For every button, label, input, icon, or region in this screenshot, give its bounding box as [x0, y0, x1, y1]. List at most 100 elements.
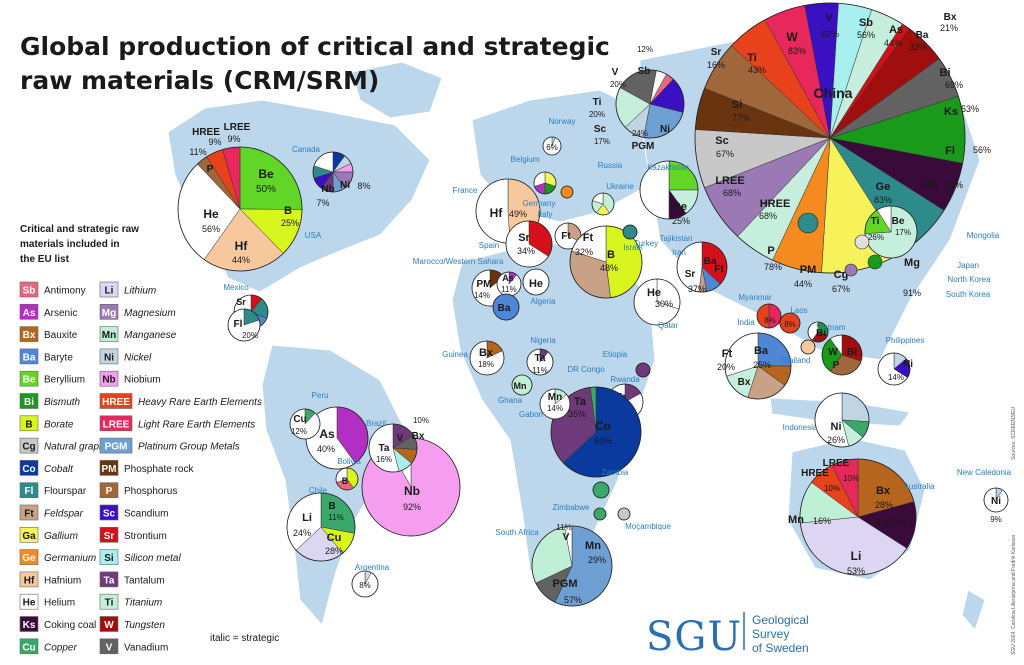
pie-symbol: Ba [916, 30, 929, 41]
pie-symbol: Ba [498, 303, 511, 314]
legend-symbol: Ga [22, 531, 36, 542]
country-label-italy: Italy [538, 210, 553, 219]
legend-heading-line-3: the EU list [20, 254, 70, 265]
legend-swatch [19, 460, 39, 476]
legend-name: Platinum Group Metals [138, 442, 240, 453]
legend-symbol: PGM [105, 442, 128, 453]
pie-outline [522, 268, 550, 296]
pie-percent: 14% [474, 291, 490, 300]
pie-outline [511, 374, 533, 396]
legend-name: Phosphate rock [124, 464, 194, 475]
country-label-philippines: Philippines [886, 336, 925, 345]
pie-percent: 67% [716, 149, 734, 159]
pie-symbol: Bi [940, 67, 951, 79]
pie-percent: 53% [847, 566, 865, 576]
pie-outline [550, 386, 642, 478]
legend-symbol: Co [22, 464, 35, 475]
pie-symbol: LREE [823, 458, 850, 469]
pie-percent: 44% [884, 38, 902, 48]
pie-percent: 83% [788, 46, 806, 56]
pie-symbol: Sr [518, 232, 530, 244]
legend-swatch [99, 437, 133, 454]
pie-percent: 29% [588, 555, 606, 565]
legend-symbol: Mn [102, 330, 116, 341]
pie-percent: 17% [895, 228, 911, 237]
legend-swatch [99, 549, 119, 565]
pie-symbol: Sr [711, 47, 722, 58]
legend-item-sc: Sc Scandium [99, 504, 168, 521]
pie-newcaledonia: Ni 9% [983, 487, 1009, 524]
country-label-new-caledonia: New Caledonia [957, 468, 1012, 477]
pie-indonesia: Ni 26% [814, 392, 870, 448]
pie-kazakhstan: Be 25% [639, 160, 699, 226]
pie-symbol: Bx [738, 377, 751, 388]
pie-outline [639, 160, 699, 220]
legend-note: italic = strategic [210, 633, 279, 644]
legend-swatch [99, 571, 119, 588]
legend-symbol: B [25, 419, 32, 430]
pie-zimbabwe [593, 507, 607, 521]
pie-vietnam: Bi [807, 321, 829, 343]
legend-name: Manganese [124, 330, 177, 341]
legend-name: Scandium [124, 509, 168, 520]
country-label-australia: Australia [903, 482, 935, 491]
pie-outline [312, 151, 354, 193]
pie-symbol: Mn [585, 540, 601, 552]
pie-symbol: Sr [685, 269, 696, 280]
pie-symbol: Bx [479, 347, 494, 359]
legend-symbol: Mg [102, 308, 116, 319]
pie-outline [807, 321, 829, 343]
pie-symbol: Be [673, 201, 687, 213]
pie-percent: 11% [189, 147, 206, 157]
pie-symbol: Be [258, 167, 274, 181]
pie-myanmar: 8% [756, 303, 782, 329]
legend-name: Light Rare Earth Elements [138, 419, 255, 430]
pie-percent: 48% [600, 263, 618, 273]
pie-symbol: Sb [638, 66, 651, 77]
legend-swatch [99, 638, 119, 655]
legend-name: Cobalt [44, 464, 74, 475]
pie-percent: 20% [610, 80, 626, 89]
pie-symbol: Ks [944, 106, 958, 118]
pie-thailand [800, 339, 816, 355]
pie-outline [617, 507, 631, 521]
pie-percent: 26% [827, 435, 845, 445]
pie-symbol: HREE [192, 127, 220, 138]
greenland-land [351, 61, 443, 119]
pie-symbol: He [647, 287, 661, 299]
pie-symbol: Bx [944, 12, 957, 23]
pie-symbol: Bi [847, 347, 857, 358]
legend-heading-line-2: materials included in [20, 239, 119, 250]
pie-outline [531, 525, 613, 607]
legend-item-hf: Hf Hafnium [19, 571, 81, 588]
legend-swatch [99, 593, 119, 610]
country-label-south-africa: South Africa [495, 528, 539, 537]
country-label-myanmar: Myanmar [738, 293, 772, 302]
pie-percent: 24% [293, 528, 311, 538]
pie-peru-cu: Cu 12% [289, 408, 321, 440]
pie-symbol: Sc [594, 124, 607, 135]
pie-symbol: Sr [236, 297, 246, 307]
legend-heading-line-1: Critical and strategic raw [20, 224, 139, 235]
pie-percent: 14% [547, 404, 563, 413]
country-label-tajikistan: Tajikistan [660, 234, 693, 243]
pie-russia: Sb 12% V 20% Ti 20% Sc 17% PGM 24% Ni [589, 45, 685, 152]
pie-percent: 28% [875, 500, 893, 510]
legend-item-ta: Ta Tantalum [99, 571, 165, 588]
pie-norway: 6% [542, 136, 562, 156]
pie-percent: 17% [594, 137, 610, 146]
legend-name: Feldspar [44, 509, 84, 520]
pie-percent: 12% [291, 427, 307, 436]
legend-symbol: Ft [24, 509, 34, 520]
legend-symbol: W [104, 620, 114, 631]
pie-percent: 50% [256, 184, 276, 195]
pie-symbol: He [529, 278, 543, 290]
legend-swatch [19, 415, 39, 432]
pie-symbol: W [828, 347, 838, 358]
pie-outline [633, 278, 681, 326]
legend-symbol: Ge [22, 553, 36, 564]
legend-item-bx: Bx Bauxite [19, 326, 78, 342]
pie-outline [351, 570, 379, 598]
pie-symbol: Cg [834, 269, 849, 281]
